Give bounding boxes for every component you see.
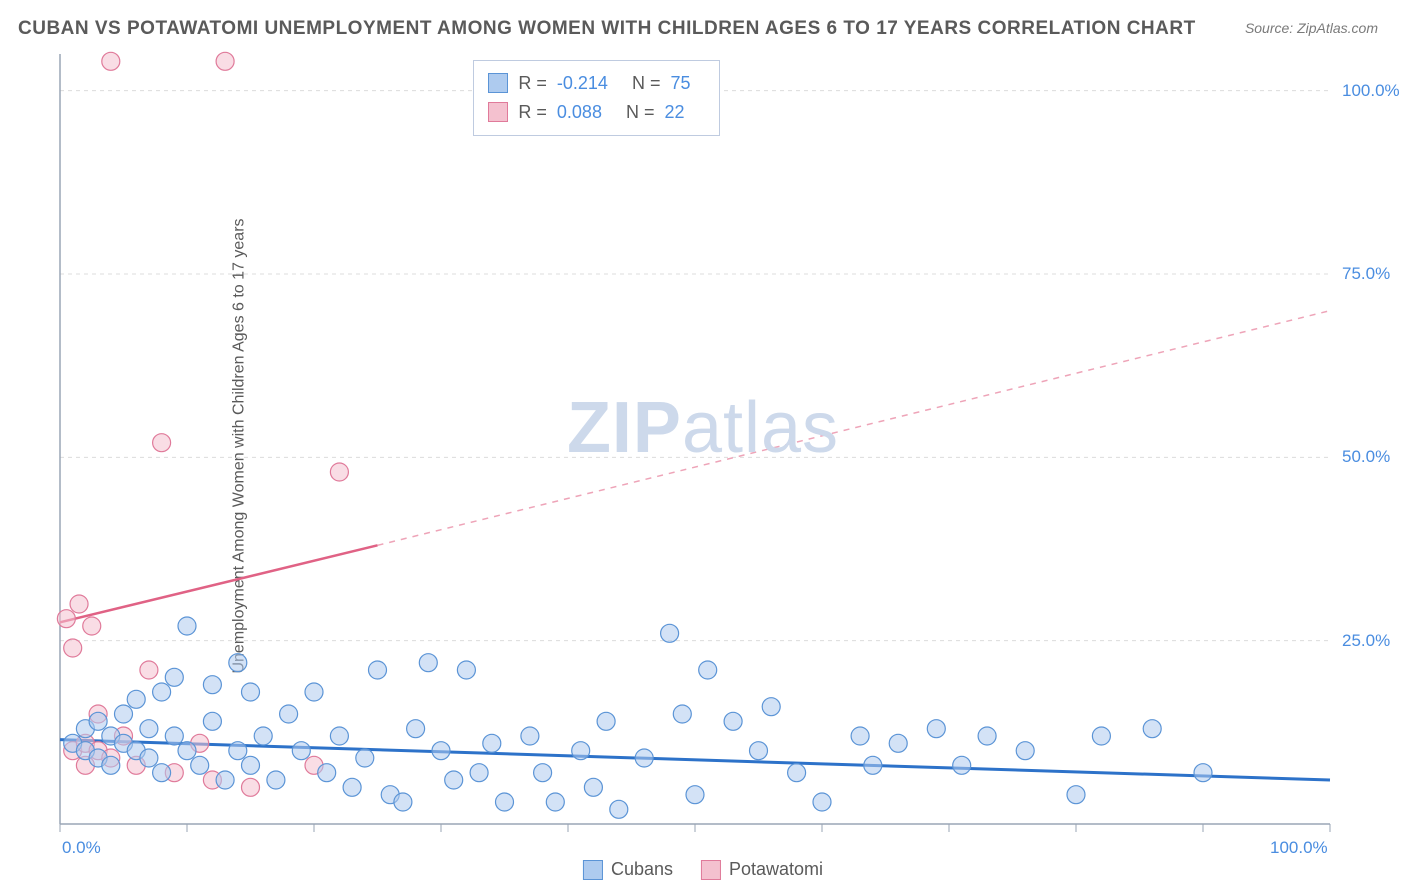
correlation-row: R = -0.214 N = 75 — [488, 69, 704, 98]
correlation-legend-box: R =-0.214N =75R =0.088N =22 — [473, 60, 719, 136]
series-swatch — [488, 73, 508, 93]
correlation-row: R = 0.088 N = 22 — [488, 98, 704, 127]
x-tick-label: 100.0% — [1270, 838, 1328, 858]
r-label: R = — [518, 69, 547, 98]
r-value: -0.214 — [557, 69, 608, 98]
n-value: 22 — [664, 98, 684, 127]
x-tick-label: 0.0% — [62, 838, 101, 858]
series-legend: Cubans Potawatomi — [583, 859, 823, 880]
y-tick-label: 100.0% — [1342, 81, 1400, 101]
r-value: 0.088 — [557, 98, 602, 127]
y-tick-label: 25.0% — [1342, 631, 1390, 651]
legend-swatch — [583, 860, 603, 880]
r-label: R = — [518, 98, 547, 127]
legend-label: Cubans — [611, 859, 673, 880]
legend-item: Cubans — [583, 859, 673, 880]
y-tick-label: 75.0% — [1342, 264, 1390, 284]
y-tick-label: 50.0% — [1342, 447, 1390, 467]
series-swatch — [488, 102, 508, 122]
legend-item: Potawatomi — [701, 859, 823, 880]
n-label: N = — [626, 98, 655, 127]
n-label: N = — [632, 69, 661, 98]
legend-label: Potawatomi — [729, 859, 823, 880]
n-value: 75 — [670, 69, 690, 98]
legend-swatch — [701, 860, 721, 880]
